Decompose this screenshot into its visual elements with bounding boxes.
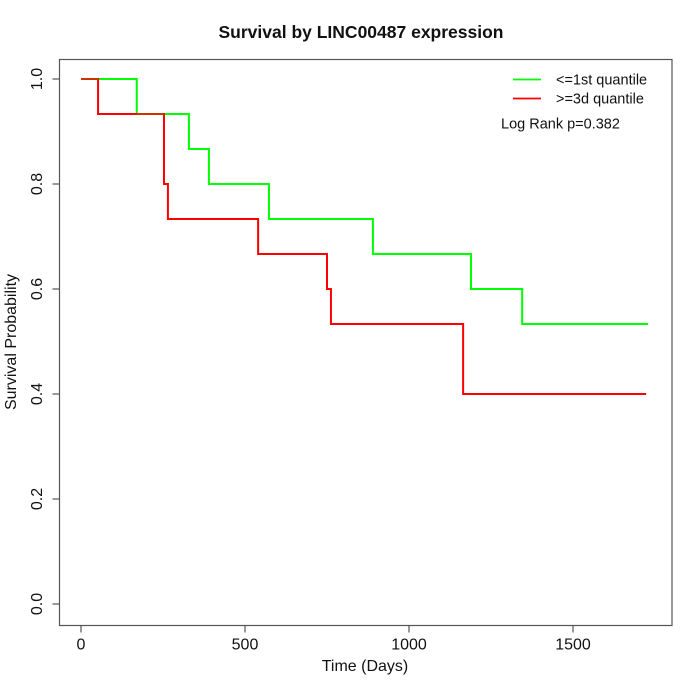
survival-curve-red bbox=[81, 78, 647, 395]
x-axis-label: Time (Days) bbox=[322, 658, 409, 675]
y-tick-label: 0.8 bbox=[29, 173, 46, 195]
x-tick-label: 1000 bbox=[391, 637, 427, 654]
y-tick-label: 0.6 bbox=[29, 278, 46, 300]
x-tick-label: 1500 bbox=[555, 637, 591, 654]
survival-curves bbox=[81, 78, 649, 395]
legend-label-red: >=3d quantile bbox=[556, 92, 644, 108]
axes: 0 500 1000 1500 0.0 0.2 0.4 0.6 0.8 1.0 bbox=[29, 68, 591, 654]
y-tick-label: 0.2 bbox=[29, 488, 46, 510]
y-axis-label: Survival Probability bbox=[3, 274, 20, 410]
legend-label-green: <=1st quantile bbox=[556, 73, 647, 89]
x-tick-label: 0 bbox=[77, 637, 86, 654]
y-tick-label: 0.0 bbox=[29, 593, 46, 615]
plot-box bbox=[58, 58, 673, 627]
y-tick-label: 1.0 bbox=[29, 68, 46, 90]
x-tick-label: 500 bbox=[232, 637, 259, 654]
log-rank-pvalue: Log Rank p=0.382 bbox=[501, 117, 620, 133]
legend: <=1st quantile >=3d quantile Log Rank p=… bbox=[501, 73, 647, 133]
chart-title: Survival by LINC00487 expression bbox=[219, 22, 504, 42]
y-tick-label: 0.4 bbox=[29, 383, 46, 405]
